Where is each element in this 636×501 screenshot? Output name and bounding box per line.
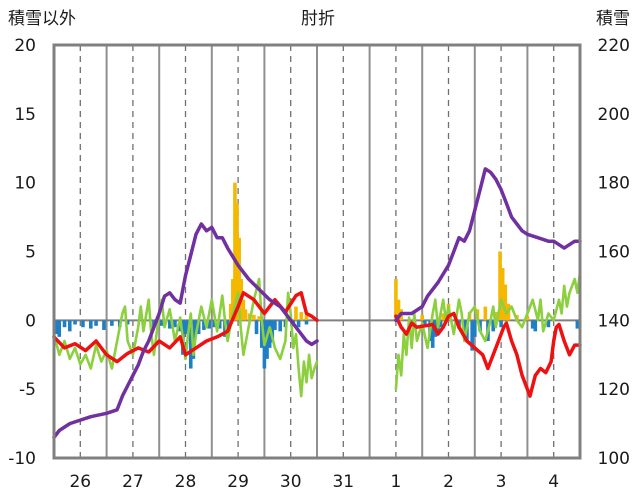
precipitation-bar [420,314,424,321]
snow_depth-line [394,167,582,323]
sunshine_deficit-bar [110,320,114,326]
sunshine_deficit-bar [470,320,474,351]
sunshine_deficit-bar [89,320,93,329]
wind-line [394,270,582,391]
x-tick-label: 30 [280,472,302,492]
right-tick-label: 160 [598,243,630,263]
sunshine_deficit-bar [267,320,272,348]
x-tick-label: 3 [496,472,507,492]
precipitation-bar [228,303,233,321]
left-tick-label: -10 [8,449,36,469]
precipitation-bar [237,237,241,321]
sunshine_deficit-bar [188,320,193,369]
precipitation-bar [494,312,498,321]
left-tick-label: -5 [19,380,36,400]
sunshine_deficit-bar [254,320,259,335]
x-tick-label: 29 [227,472,249,492]
sunshine_deficit-bar [225,320,230,332]
precipitation-bar [243,309,248,321]
x-tick-label: 2 [443,472,454,492]
sunshine_deficit-bar [304,320,309,325]
left-tick-label: 20 [14,36,36,56]
x-tick-label: 28 [175,472,197,492]
precipitation-bar [500,268,505,321]
sunshine_deficit-bar [491,320,496,332]
precipitation-bar [525,316,530,321]
sunshine_deficit-bar [499,320,503,328]
right-tick-label: 100 [598,449,630,469]
precipitation-bar [257,316,261,321]
sunshine_deficit-bar [438,320,443,328]
sunshine_deficit-bar [423,320,427,328]
wind-line [52,277,319,398]
sunshine_deficit-bar [430,320,435,348]
sunshine_deficit-bar [81,320,85,328]
left-tick-label: 15 [14,105,36,125]
sunshine_deficit-bar [530,320,535,329]
series-lines [52,167,582,440]
sunshine_deficit-bar [575,320,580,329]
left-axis-title: 積雪以外 [8,9,76,29]
sunshine_deficit-bar [546,320,551,328]
snow_depth-line [52,222,319,440]
left-tick-label: 10 [14,174,36,194]
x-tick-label: 4 [548,472,559,492]
sunshine_deficit-bar [67,320,72,332]
sunshine_deficit-bar [73,320,77,325]
sunshine_deficit-bar [57,320,62,337]
precipitation-bar [233,182,237,321]
x-tick-label: 27 [122,472,144,492]
precipitation-bar [241,299,246,321]
right-tick-label: 180 [598,174,630,194]
right-tick-label: 200 [598,105,630,125]
sunshine_deficit-bar [273,320,277,330]
sunshine_deficit-bar [94,320,98,326]
plot-frame [52,43,582,460]
sunshine_deficit-bar [207,320,211,329]
precipitation-bar [299,312,304,321]
x-tick-label: 31 [332,472,354,492]
sunshine_deficit-bar [212,320,217,328]
precipitation-bar [441,313,446,321]
sunshine_deficit-bar [259,320,264,348]
sunshine_deficit-bar [167,320,172,329]
precipitation-bar [231,279,235,321]
sunshine_deficit-bar [296,320,301,328]
temperature-line [394,311,582,398]
precipitation-bar [483,306,488,321]
precipitation-bar [503,284,508,321]
sunshine_deficit-bar [54,320,59,335]
sunshine_deficit-bar [278,320,282,332]
sunshine_deficit-bar [183,320,188,335]
x-tick-label: 1 [390,472,401,492]
chart-title: 肘折 [301,9,335,29]
tick-labels: -10 -5 0 5 10 15 20 100 120 140 160 180 200 220 26 27 28… [8,36,630,492]
left-tick-label: 5 [25,243,36,263]
precipitation-bar [304,314,309,321]
x-tick-label: 26 [69,472,91,492]
sunshine_deficit-bar [102,320,106,330]
left-tick-label: 0 [25,311,36,331]
right-tick-label: 120 [598,380,630,400]
sunshine_deficit-bar [202,320,206,330]
sunshine_deficit-bar [270,320,275,343]
sunshine_deficit-bar [160,320,164,326]
temperature-line [52,291,319,364]
sunshine_deficit-bar [533,320,538,332]
right-tick-label: 220 [598,36,630,56]
sunshine_deficit-bar [194,320,198,332]
sunshine_deficit-bar [125,320,130,325]
precipitation-bar [252,314,256,321]
sunshine_deficit-bar [217,320,222,329]
precipitation-bar [294,306,298,321]
precipitation-bar [394,279,398,321]
precipitation-bar [498,251,502,321]
right-axis-title: 積雪 [596,9,630,29]
precipitation-bar [396,299,401,321]
sunshine_deficit-bar [62,320,67,328]
right-tick-label: 140 [598,311,630,331]
sunshine_deficit-bar [473,320,477,337]
sunshine_deficit-bar [173,320,177,328]
